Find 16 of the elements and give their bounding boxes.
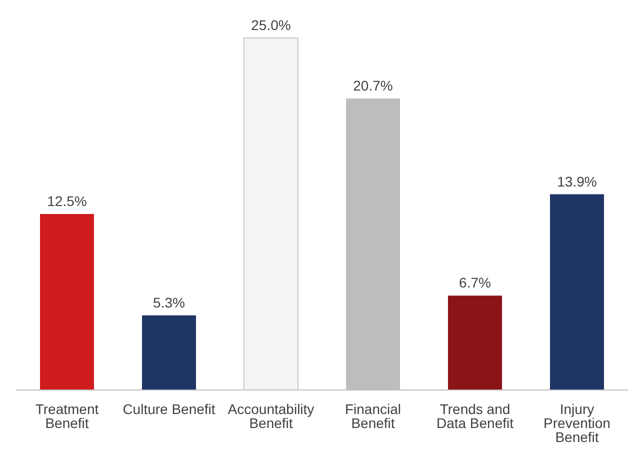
x-tick-label: Injury Prevention Benefit [544,400,610,445]
x-tick-label: Financial Benefit [344,400,402,431]
data-label: 13.9% [557,173,597,190]
data-label: 12.5% [47,193,87,209]
data-label: 20.7% [353,78,393,94]
x-tick-label: Treatment Benefit [35,400,99,431]
x-tick-label: Culture Benefit [122,400,216,417]
bar [550,194,604,390]
data-label: 25.0% [251,17,291,33]
bar [448,296,502,390]
x-tick-label: Trends and Data Benefit [436,400,514,431]
x-tick-label: Accountability Benefit [228,400,314,431]
data-label: 6.7% [459,274,491,291]
bar [40,214,94,390]
bar [142,315,196,390]
data-label: 5.3% [153,294,185,310]
